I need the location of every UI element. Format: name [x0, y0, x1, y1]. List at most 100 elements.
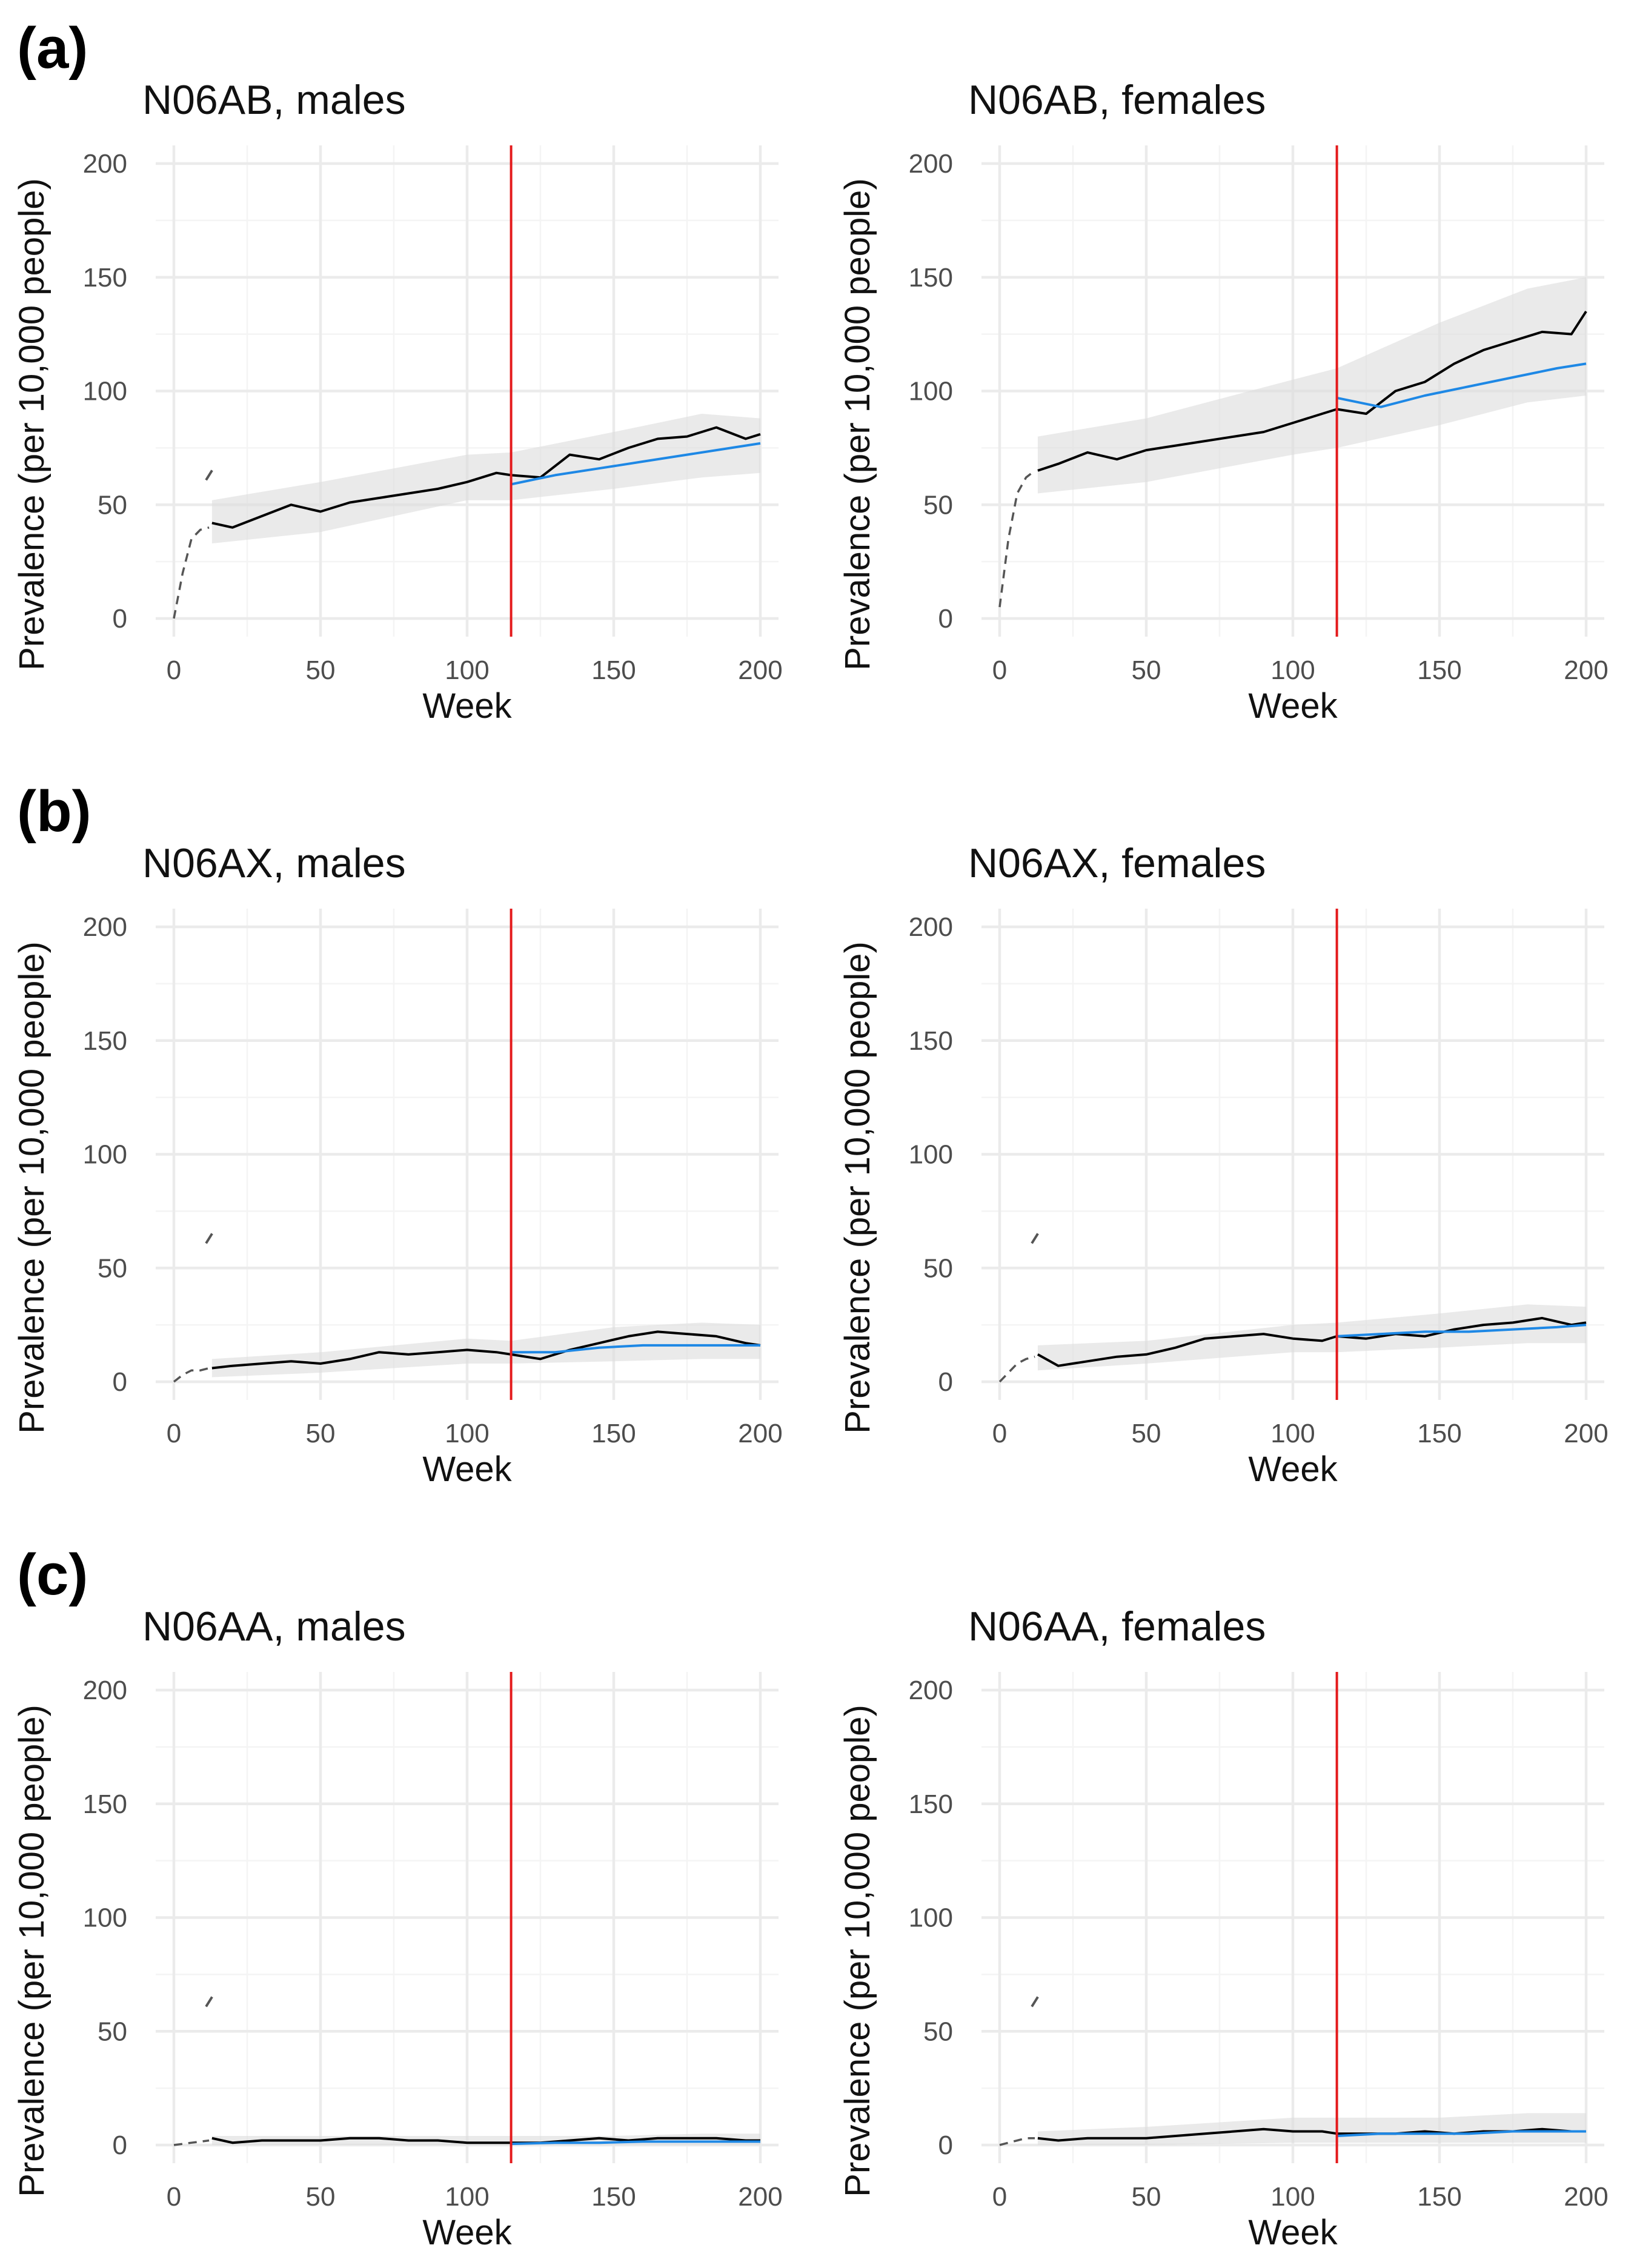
x-tick-label: 150	[1417, 655, 1461, 685]
x-tick-label: 200	[738, 1419, 782, 1448]
y-tick-label: 100	[909, 1903, 953, 1933]
observed-line	[211, 1330, 761, 1370]
x-tick-label: 100	[1270, 655, 1315, 685]
y-tick-label: 200	[909, 912, 953, 942]
y-axis-label: Prevalence (per 10,000 people)	[12, 1705, 51, 2197]
y-axis-label: Prevalence (per 10,000 people)	[12, 178, 51, 671]
x-axis-label: Week	[422, 1450, 512, 1489]
y-tick-label: 200	[909, 1676, 953, 1705]
y-tick-label: 150	[83, 263, 127, 293]
predicted-line	[1336, 2130, 1586, 2137]
x-tick-label: 50	[1132, 1419, 1161, 1448]
x-tick-label: 50	[306, 1419, 336, 1448]
x-tick-label: 150	[1417, 2182, 1461, 2212]
x-tick-label: 0	[992, 655, 1007, 685]
y-tick-label: 100	[83, 1140, 127, 1170]
x-tick-label: 100	[445, 2182, 489, 2212]
predicted-line	[1336, 1324, 1587, 1338]
x-tick-label: 50	[1132, 2182, 1161, 2212]
predicted-line	[511, 442, 761, 486]
y-tick-label: 150	[83, 1026, 127, 1056]
predicted-line	[1336, 362, 1587, 408]
x-tick-label: 200	[738, 655, 782, 685]
isolated-mark	[205, 469, 213, 481]
y-tick-label: 100	[83, 1903, 127, 1933]
observed-line	[1037, 1316, 1587, 1367]
isolated-mark	[205, 1996, 213, 2008]
y-tick-label: 50	[923, 1253, 953, 1283]
x-tick-label: 100	[445, 655, 489, 685]
observed-line	[1037, 311, 1587, 472]
y-tick-label: 0	[938, 2130, 953, 2160]
x-tick-label: 200	[1564, 655, 1608, 685]
x-tick-label: 100	[445, 1419, 489, 1448]
x-tick-label: 0	[167, 2182, 181, 2212]
prediction-interval-ribbon	[1037, 1304, 1586, 1371]
early-dashed-line	[998, 1356, 1035, 1383]
early-dashed-line	[998, 469, 1036, 608]
y-tick-label: 0	[938, 1367, 953, 1397]
chart-title: N06AX, females	[968, 840, 1266, 886]
y-axis-label: Prevalence (per 10,000 people)	[838, 941, 877, 1434]
early-dashed-line	[999, 2137, 1035, 2146]
chart-title: N06AA, males	[142, 1603, 406, 1650]
chart-n06ab-females: N06AB, females 0 50 100 150 200 0 50 100 150 200 We…	[838, 77, 1609, 726]
x-tick-label: 150	[591, 655, 636, 685]
predicted-line	[511, 2140, 760, 2146]
x-tick-label: 200	[738, 2182, 782, 2212]
y-tick-label: 200	[83, 1676, 127, 1705]
x-tick-label: 0	[992, 2182, 1007, 2212]
y-tick-label: 0	[113, 604, 127, 634]
predicted-line	[511, 1344, 760, 1354]
x-tick-label: 200	[1564, 2182, 1608, 2212]
y-tick-label: 50	[923, 490, 953, 520]
chart-n06aa-males: N06AA, males 0 50 100 150 200 0 50 100 150 200 Week…	[12, 1603, 783, 2252]
y-tick-label: 0	[113, 1367, 127, 1397]
chart-title: N06AB, females	[968, 77, 1266, 123]
y-tick-label: 50	[98, 1253, 127, 1283]
y-tick-label: 200	[83, 149, 127, 179]
y-tick-label: 100	[909, 1140, 953, 1170]
x-tick-label: 150	[1417, 1419, 1461, 1448]
isolated-mark	[205, 1233, 213, 1244]
x-tick-label: 200	[1564, 1419, 1608, 1448]
prediction-interval-ribbon	[211, 414, 760, 544]
x-tick-label: 0	[992, 1419, 1007, 1448]
y-tick-label: 0	[113, 2130, 127, 2160]
y-tick-label: 0	[938, 604, 953, 634]
y-axis-label: Prevalence (per 10,000 people)	[12, 941, 51, 1434]
panel-label-b: (b)	[17, 779, 91, 844]
chart-title: N06AB, males	[142, 77, 406, 123]
y-tick-label: 200	[83, 912, 127, 942]
y-tick-label: 200	[909, 149, 953, 179]
y-tick-label: 150	[909, 263, 953, 293]
y-tick-label: 50	[923, 2017, 953, 2046]
x-tick-label: 150	[591, 1419, 636, 1448]
x-axis-label: Week	[422, 686, 512, 726]
y-tick-label: 50	[98, 490, 127, 520]
plots: N06AB, males 0 50 100 150 200 0 50 100 150 200 Week…	[12, 77, 1609, 2252]
y-tick-label: 50	[98, 2017, 127, 2046]
chart-title: N06AX, males	[142, 840, 406, 886]
x-tick-label: 100	[1270, 1419, 1315, 1448]
y-tick-label: 150	[909, 1789, 953, 1819]
chart-n06ax-females: N06AX, females 0 50 100 150 200 0 50 100 150 200 We…	[838, 840, 1609, 1489]
observed-line	[211, 426, 761, 529]
x-tick-label: 100	[1270, 2182, 1315, 2212]
early-dashed-line	[173, 526, 210, 619]
y-tick-label: 150	[909, 1026, 953, 1056]
y-tick-label: 100	[909, 377, 953, 406]
isolated-mark	[1031, 1996, 1039, 2008]
x-tick-label: 0	[167, 1419, 181, 1448]
x-tick-label: 50	[306, 655, 336, 685]
panel-label-a: (a)	[17, 16, 88, 81]
panel-label-c: (c)	[17, 1542, 88, 1607]
x-axis-label: Week	[1248, 2213, 1338, 2252]
y-axis-label: Prevalence (per 10,000 people)	[838, 178, 877, 671]
chart-n06ax-males: N06AX, males 0 50 100 150 200 0 50 100 150 200 Week…	[12, 840, 783, 1489]
x-tick-label: 50	[1132, 655, 1161, 685]
prediction-interval-ribbon	[1037, 277, 1586, 494]
chart-title: N06AA, females	[968, 1603, 1266, 1650]
